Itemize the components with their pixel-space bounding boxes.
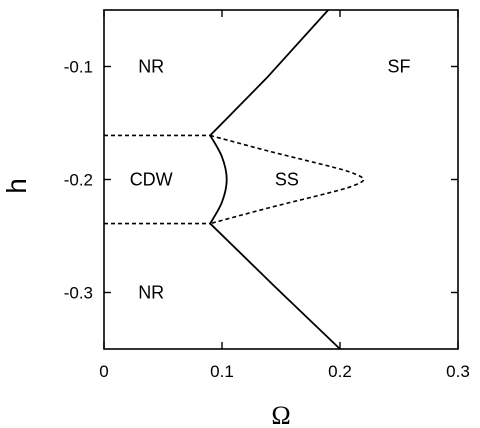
phase-boundaries [104, 9, 365, 350]
region-label: NR [138, 57, 164, 77]
solid-boundary-line [209, 134, 228, 225]
x-tick-label: 0.1 [210, 362, 234, 381]
solid-boundary-line [209, 222, 341, 350]
dashed-boundary-line [209, 134, 365, 225]
y-axis-title: h [1, 178, 32, 194]
y-tick-label: -0.3 [64, 284, 93, 303]
region-label: SF [387, 57, 410, 77]
x-tick-label: 0.2 [328, 362, 352, 381]
x-tick-label: 0.3 [446, 362, 470, 381]
region-label: SS [275, 170, 299, 190]
y-tick-label: -0.1 [64, 58, 93, 77]
y-tick-label: -0.2 [64, 171, 93, 190]
region-label: NR [138, 283, 164, 303]
tick-labels: 0 0.1 0.2 0.3 -0.1 -0.2 -0.3 [64, 58, 470, 382]
solid-boundary-line [209, 9, 329, 137]
x-axis-title: Ω [271, 401, 290, 428]
x-tick-label: 0 [99, 362, 108, 381]
region-label: CDW [130, 170, 173, 190]
region-labels: NR SF CDW SS NR [130, 57, 411, 303]
